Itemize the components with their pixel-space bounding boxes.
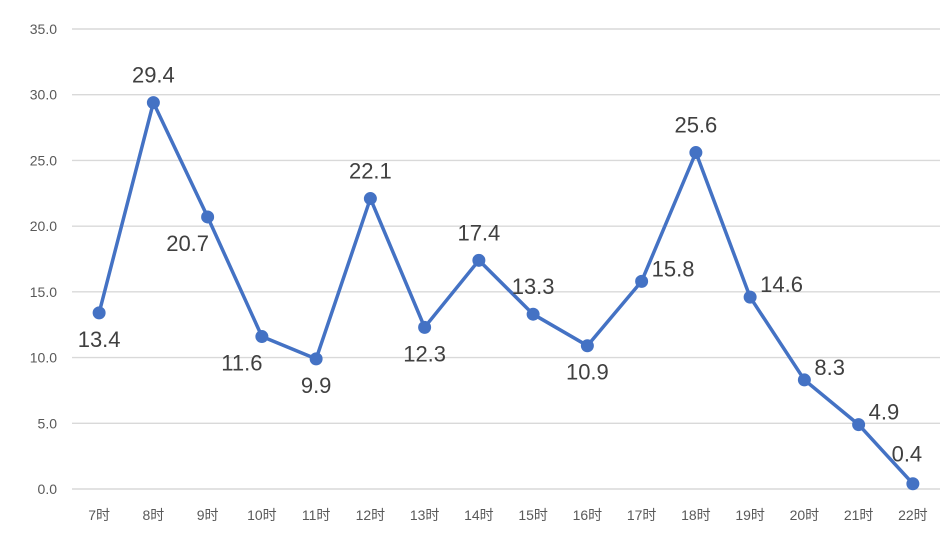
data-point <box>797 373 811 387</box>
x-tick-label: 18时 <box>681 507 711 523</box>
data-label: 20.7 <box>166 231 209 256</box>
data-label: 0.4 <box>892 442 923 467</box>
data-point <box>472 253 486 267</box>
data-label: 4.9 <box>869 400 900 425</box>
data-point <box>526 307 540 321</box>
y-axis-ticks: 0.0 5.0 10.0 15.0 20.0 25.0 30.0 35.0 <box>30 21 57 497</box>
x-tick-label: 7时 <box>88 507 110 523</box>
x-tick-label: 10时 <box>247 507 277 523</box>
x-tick-label: 15时 <box>518 507 548 523</box>
data-point <box>743 290 757 304</box>
data-point <box>363 192 377 206</box>
x-tick-label: 22时 <box>898 507 928 523</box>
y-tick-label: 15.0 <box>30 284 57 300</box>
data-point <box>146 96 160 110</box>
data-point <box>635 274 649 288</box>
series-line <box>97 100 915 486</box>
data-point <box>201 210 215 224</box>
data-label: 13.4 <box>78 327 121 352</box>
x-tick-label: 9时 <box>197 507 219 523</box>
x-tick-label: 21时 <box>844 507 874 523</box>
data-points <box>92 96 920 491</box>
y-tick-label: 5.0 <box>38 415 58 431</box>
data-point <box>852 418 866 432</box>
x-tick-label: 17时 <box>627 507 657 523</box>
data-point <box>580 339 594 353</box>
x-axis-ticks: 7时 8时 9时 10时 11时 12时 13时 14时 15时 16时 17时 18时 19时 20时 2… <box>88 507 927 523</box>
data-label: 10.9 <box>566 360 609 385</box>
data-point <box>418 320 432 334</box>
data-label: 11.6 <box>221 351 262 376</box>
y-tick-label: 30.0 <box>30 87 57 103</box>
x-tick-label: 20时 <box>790 507 820 523</box>
y-tick-label: 10.0 <box>30 350 57 366</box>
data-label: 14.6 <box>760 272 803 297</box>
data-label: 13.3 <box>512 274 555 299</box>
data-label: 12.3 <box>403 341 446 366</box>
data-label: 29.4 <box>132 63 175 88</box>
y-tick-label: 35.0 <box>30 21 57 37</box>
data-point <box>92 306 106 320</box>
y-tick-label: 25.0 <box>30 152 57 168</box>
x-tick-label: 13时 <box>410 507 440 523</box>
x-tick-label: 14时 <box>464 507 494 523</box>
data-label: 8.3 <box>814 355 845 380</box>
gridlines <box>72 28 940 490</box>
data-labels: 13.4 29.4 20.7 11.6 9.9 22.1 12.3 17.4 13.3 10.9 1… <box>78 63 922 467</box>
x-tick-label: 16时 <box>573 507 603 523</box>
data-point <box>309 352 323 366</box>
series-group <box>97 100 915 486</box>
data-label: 9.9 <box>301 373 332 398</box>
data-label: 17.4 <box>457 220 500 245</box>
x-tick-label: 19时 <box>735 507 765 523</box>
data-label: 15.8 <box>652 256 695 281</box>
y-tick-label: 0.0 <box>38 481 58 497</box>
x-tick-label: 12时 <box>356 507 386 523</box>
data-point <box>689 146 703 160</box>
data-label: 25.6 <box>674 113 717 138</box>
data-label: 22.1 <box>349 159 392 184</box>
y-tick-label: 20.0 <box>30 218 57 234</box>
data-point <box>255 330 269 344</box>
x-tick-label: 8时 <box>142 507 164 523</box>
x-tick-label: 11时 <box>302 507 331 523</box>
data-point <box>906 477 920 491</box>
